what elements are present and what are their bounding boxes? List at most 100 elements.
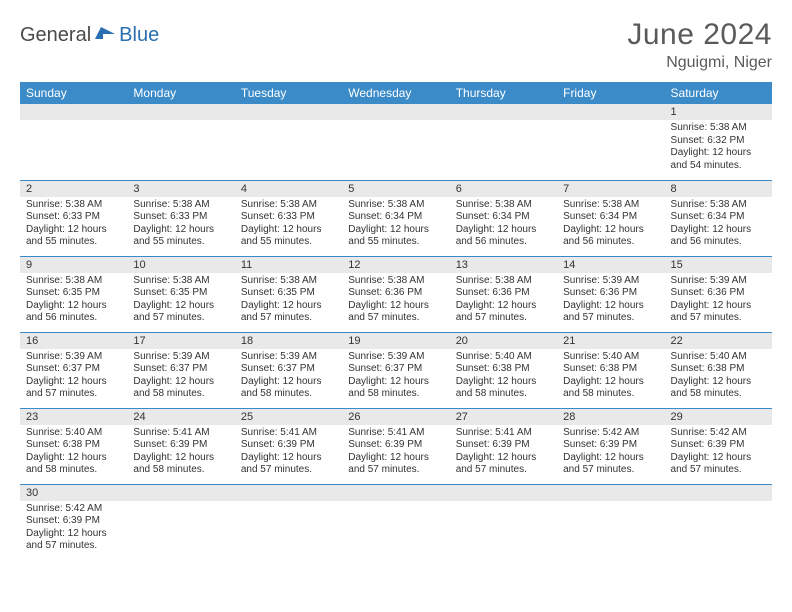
- day-details: Sunrise: 5:38 AMSunset: 6:33 PMDaylight:…: [235, 197, 342, 253]
- calendar-cell: 22Sunrise: 5:40 AMSunset: 6:38 PMDayligh…: [665, 332, 772, 408]
- daylight-line: Daylight: 12 hours and 57 minutes.: [456, 300, 551, 325]
- day-details: Sunrise: 5:41 AMSunset: 6:39 PMDaylight:…: [342, 425, 449, 481]
- calendar-row: 30Sunrise: 5:42 AMSunset: 6:39 PMDayligh…: [20, 484, 772, 560]
- calendar-cell: 20Sunrise: 5:40 AMSunset: 6:38 PMDayligh…: [450, 332, 557, 408]
- day-number: [450, 485, 557, 501]
- calendar-cell: [127, 484, 234, 560]
- sunrise-line: Sunrise: 5:41 AM: [133, 427, 228, 440]
- weekday-header: Friday: [557, 82, 664, 104]
- daylight-line: Daylight: 12 hours and 58 minutes.: [563, 376, 658, 401]
- sunrise-line: Sunrise: 5:38 AM: [133, 275, 228, 288]
- sunrise-line: Sunrise: 5:38 AM: [348, 275, 443, 288]
- calendar-cell: 28Sunrise: 5:42 AMSunset: 6:39 PMDayligh…: [557, 408, 664, 484]
- sunset-line: Sunset: 6:39 PM: [456, 439, 551, 452]
- daylight-line: Daylight: 12 hours and 58 minutes.: [133, 376, 228, 401]
- daylight-line: Daylight: 12 hours and 58 minutes.: [671, 376, 766, 401]
- calendar-cell: 27Sunrise: 5:41 AMSunset: 6:39 PMDayligh…: [450, 408, 557, 484]
- weekday-header-row: Sunday Monday Tuesday Wednesday Thursday…: [20, 82, 772, 104]
- sunrise-line: Sunrise: 5:41 AM: [241, 427, 336, 440]
- sunrise-line: Sunrise: 5:38 AM: [26, 275, 121, 288]
- daylight-line: Daylight: 12 hours and 57 minutes.: [671, 300, 766, 325]
- sunrise-line: Sunrise: 5:38 AM: [456, 275, 551, 288]
- day-number: 9: [20, 257, 127, 273]
- sunset-line: Sunset: 6:37 PM: [133, 363, 228, 376]
- sunrise-line: Sunrise: 5:40 AM: [26, 427, 121, 440]
- day-number: [342, 485, 449, 501]
- day-details: Sunrise: 5:39 AMSunset: 6:37 PMDaylight:…: [342, 349, 449, 405]
- sunset-line: Sunset: 6:34 PM: [563, 211, 658, 224]
- calendar-cell: 26Sunrise: 5:41 AMSunset: 6:39 PMDayligh…: [342, 408, 449, 484]
- day-number: [450, 104, 557, 120]
- daylight-line: Daylight: 12 hours and 57 minutes.: [456, 452, 551, 477]
- day-number: [557, 104, 664, 120]
- day-number: 16: [20, 333, 127, 349]
- day-details: Sunrise: 5:38 AMSunset: 6:36 PMDaylight:…: [342, 273, 449, 329]
- daylight-line: Daylight: 12 hours and 54 minutes.: [671, 147, 766, 172]
- calendar-cell: 8Sunrise: 5:38 AMSunset: 6:34 PMDaylight…: [665, 180, 772, 256]
- calendar-cell: [450, 104, 557, 180]
- day-details: Sunrise: 5:39 AMSunset: 6:36 PMDaylight:…: [665, 273, 772, 329]
- calendar-row: 23Sunrise: 5:40 AMSunset: 6:38 PMDayligh…: [20, 408, 772, 484]
- sunset-line: Sunset: 6:38 PM: [26, 439, 121, 452]
- calendar-cell: 12Sunrise: 5:38 AMSunset: 6:36 PMDayligh…: [342, 256, 449, 332]
- day-number: 22: [665, 333, 772, 349]
- day-details: Sunrise: 5:39 AMSunset: 6:37 PMDaylight:…: [235, 349, 342, 405]
- day-details: Sunrise: 5:42 AMSunset: 6:39 PMDaylight:…: [20, 501, 127, 557]
- day-number: 25: [235, 409, 342, 425]
- day-number: 21: [557, 333, 664, 349]
- daylight-line: Daylight: 12 hours and 56 minutes.: [456, 224, 551, 249]
- calendar-cell: 24Sunrise: 5:41 AMSunset: 6:39 PMDayligh…: [127, 408, 234, 484]
- sunset-line: Sunset: 6:37 PM: [241, 363, 336, 376]
- daylight-line: Daylight: 12 hours and 55 minutes.: [133, 224, 228, 249]
- weekday-header: Saturday: [665, 82, 772, 104]
- day-details: Sunrise: 5:38 AMSunset: 6:32 PMDaylight:…: [665, 120, 772, 176]
- sunrise-line: Sunrise: 5:38 AM: [241, 275, 336, 288]
- calendar-cell: 18Sunrise: 5:39 AMSunset: 6:37 PMDayligh…: [235, 332, 342, 408]
- sunset-line: Sunset: 6:34 PM: [456, 211, 551, 224]
- logo: General Blue: [20, 24, 159, 47]
- sunrise-line: Sunrise: 5:39 AM: [671, 275, 766, 288]
- calendar-cell: 21Sunrise: 5:40 AMSunset: 6:38 PMDayligh…: [557, 332, 664, 408]
- calendar-cell: 23Sunrise: 5:40 AMSunset: 6:38 PMDayligh…: [20, 408, 127, 484]
- sunrise-line: Sunrise: 5:38 AM: [133, 199, 228, 212]
- calendar-cell: [127, 104, 234, 180]
- calendar-cell: 13Sunrise: 5:38 AMSunset: 6:36 PMDayligh…: [450, 256, 557, 332]
- day-number: [342, 104, 449, 120]
- sunrise-line: Sunrise: 5:38 AM: [563, 199, 658, 212]
- sunrise-line: Sunrise: 5:39 AM: [133, 351, 228, 364]
- day-number: 15: [665, 257, 772, 273]
- day-number: 28: [557, 409, 664, 425]
- calendar-cell: 14Sunrise: 5:39 AMSunset: 6:36 PMDayligh…: [557, 256, 664, 332]
- day-details: Sunrise: 5:38 AMSunset: 6:34 PMDaylight:…: [450, 197, 557, 253]
- sunset-line: Sunset: 6:37 PM: [348, 363, 443, 376]
- day-details: Sunrise: 5:42 AMSunset: 6:39 PMDaylight:…: [557, 425, 664, 481]
- sunset-line: Sunset: 6:36 PM: [348, 287, 443, 300]
- daylight-line: Daylight: 12 hours and 57 minutes.: [563, 300, 658, 325]
- day-number: 13: [450, 257, 557, 273]
- flag-icon: [95, 25, 117, 46]
- sunset-line: Sunset: 6:38 PM: [671, 363, 766, 376]
- calendar-cell: [557, 484, 664, 560]
- daylight-line: Daylight: 12 hours and 58 minutes.: [456, 376, 551, 401]
- day-number: [127, 104, 234, 120]
- day-number: 5: [342, 181, 449, 197]
- daylight-line: Daylight: 12 hours and 56 minutes.: [671, 224, 766, 249]
- weekday-header: Wednesday: [342, 82, 449, 104]
- day-number: 7: [557, 181, 664, 197]
- day-number: [557, 485, 664, 501]
- day-number: 17: [127, 333, 234, 349]
- sunrise-line: Sunrise: 5:38 AM: [26, 199, 121, 212]
- day-number: 20: [450, 333, 557, 349]
- day-number: 18: [235, 333, 342, 349]
- calendar-cell: 16Sunrise: 5:39 AMSunset: 6:37 PMDayligh…: [20, 332, 127, 408]
- calendar-row: 16Sunrise: 5:39 AMSunset: 6:37 PMDayligh…: [20, 332, 772, 408]
- sunset-line: Sunset: 6:33 PM: [133, 211, 228, 224]
- logo-text-blue: Blue: [119, 24, 159, 47]
- daylight-line: Daylight: 12 hours and 56 minutes.: [563, 224, 658, 249]
- weekday-header: Monday: [127, 82, 234, 104]
- calendar-cell: [342, 104, 449, 180]
- day-details: Sunrise: 5:39 AMSunset: 6:36 PMDaylight:…: [557, 273, 664, 329]
- day-details: Sunrise: 5:41 AMSunset: 6:39 PMDaylight:…: [127, 425, 234, 481]
- calendar-cell: [557, 104, 664, 180]
- calendar-row: 1Sunrise: 5:38 AMSunset: 6:32 PMDaylight…: [20, 104, 772, 180]
